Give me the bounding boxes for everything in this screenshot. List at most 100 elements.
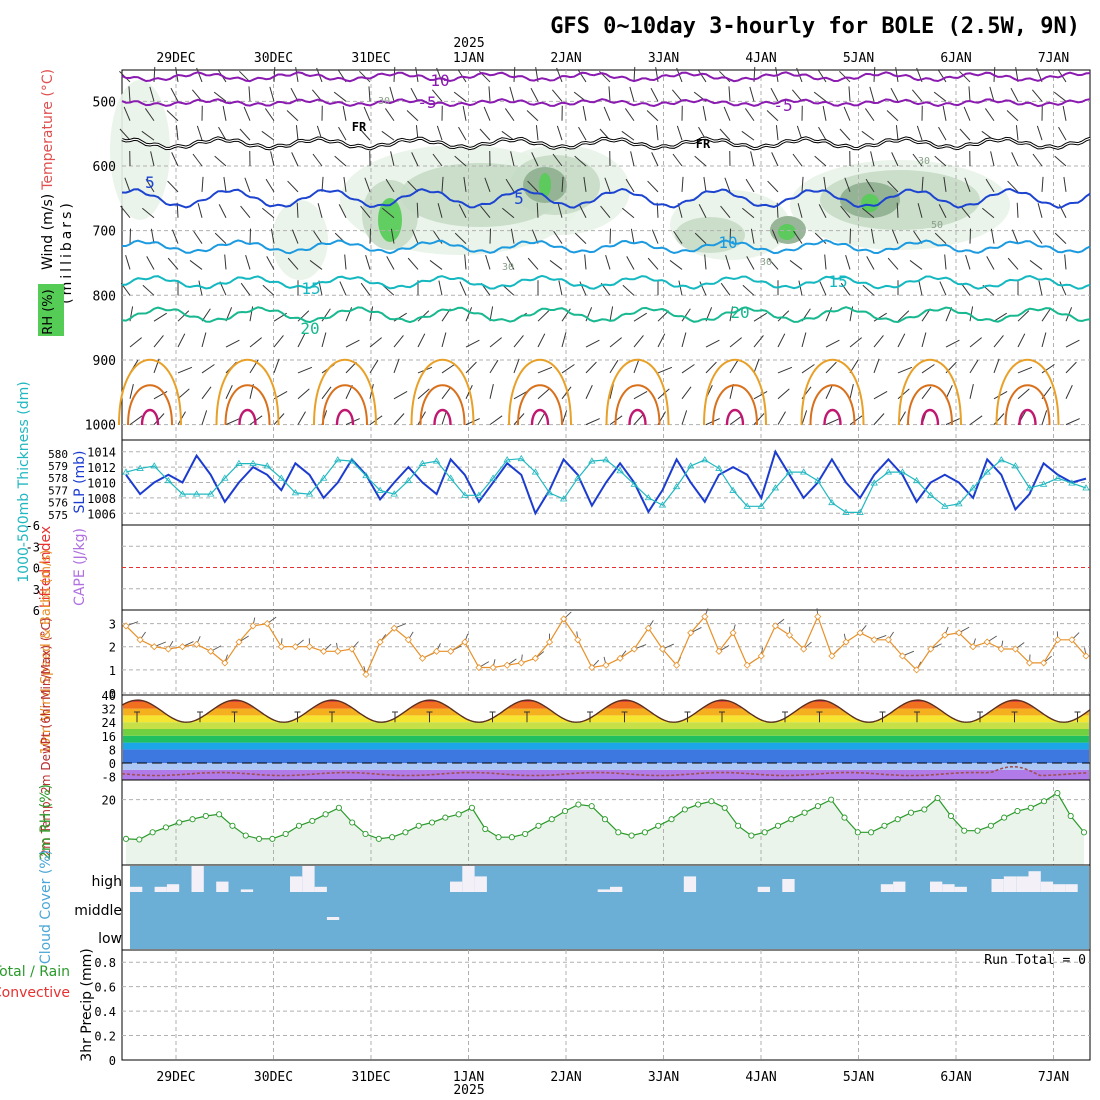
wind-barb xyxy=(295,67,299,83)
wind-barb xyxy=(579,281,587,296)
wind-barb xyxy=(537,366,553,374)
rh2m-point xyxy=(588,803,595,810)
wind-barb xyxy=(886,110,899,122)
rh2m-point xyxy=(468,804,475,811)
thickness-point xyxy=(912,476,921,484)
contour-labels: 10 -5 -5 5 5 10 15 15 20 20 FR FR 30 30 50 30 30 xyxy=(145,71,943,338)
wind-barb xyxy=(146,256,155,270)
wind-barb xyxy=(647,257,659,270)
wind-barb xyxy=(438,280,443,296)
wind-barb xyxy=(969,337,982,348)
wind-barb xyxy=(933,91,947,102)
slp-line xyxy=(125,449,1087,516)
cloud-high-bar xyxy=(474,876,487,892)
pressure-tick-label: 500 xyxy=(93,95,116,110)
wind10m-point xyxy=(814,613,822,621)
date-label-top: 7JAN xyxy=(1038,51,1069,66)
wind10m-point xyxy=(1068,636,1076,644)
rh2m-point xyxy=(282,830,289,837)
thickness-tick-label: 579 xyxy=(48,460,68,473)
rh2m-point xyxy=(375,835,382,842)
top-date-labels: 29DEC 30DEC 31DEC 1JAN 2JAN 3JAN 4JAN 5JAN 6JAN 7… xyxy=(156,51,1069,66)
wind-barb xyxy=(771,229,779,244)
wind-barb xyxy=(989,86,995,102)
wind-barb xyxy=(463,176,467,192)
wind-barb xyxy=(943,176,947,192)
temp2m-band xyxy=(123,708,1089,716)
wind-barb xyxy=(411,229,419,244)
freezing-label: FR xyxy=(696,137,711,151)
temp2m-tick-label: 8 xyxy=(109,743,116,757)
wind-barb xyxy=(201,410,208,425)
wind-barb xyxy=(389,86,395,102)
rh2m-point xyxy=(854,829,861,836)
wind10m-point xyxy=(193,640,201,648)
wind-barb xyxy=(150,228,155,244)
wind-barb xyxy=(840,205,851,219)
thickness-point xyxy=(856,508,864,515)
rh2m-point xyxy=(309,817,316,824)
rh2m-point xyxy=(256,835,263,842)
thickness-point xyxy=(319,474,328,481)
wind-barb xyxy=(862,207,875,219)
date-label-bottom: 5JAN xyxy=(843,1070,874,1085)
wind-barb xyxy=(197,203,203,218)
wind10m-point xyxy=(771,622,779,630)
wind-barb xyxy=(270,151,275,167)
cloud-high-bar xyxy=(610,886,623,892)
isotherm-label: -5 xyxy=(417,93,436,112)
wind-barb xyxy=(431,89,443,102)
wind-barb xyxy=(681,364,695,374)
slp-tick-label: 1012 xyxy=(87,461,116,475)
isotherm-25-lobe xyxy=(703,358,767,426)
rh2m-point xyxy=(322,811,329,818)
wind-barb xyxy=(969,228,972,244)
thickness-point xyxy=(305,490,314,497)
upper-air-ylabel: (millibars) xyxy=(59,200,75,304)
wind-barb xyxy=(753,312,767,322)
thickness-point xyxy=(616,467,624,474)
wind-barb xyxy=(390,151,395,167)
wind-barb xyxy=(416,202,419,218)
wind-barb xyxy=(584,254,587,270)
thickness-point xyxy=(178,490,187,497)
wind-barb xyxy=(291,229,299,244)
wind-barb xyxy=(990,151,995,167)
isotherm-line xyxy=(121,71,1091,83)
wind-barb xyxy=(873,335,884,348)
precip-panel: 0.8 0.6 0.4 0.2 0 Run Total = 0 Total / Rain… xyxy=(0,948,1091,1068)
wind-barb xyxy=(673,230,683,244)
wind10m-speed-line xyxy=(122,613,1090,679)
wind-barb xyxy=(797,203,803,218)
wind-barb xyxy=(753,391,768,400)
wind-barb xyxy=(530,87,539,102)
slp-tick-label: 1010 xyxy=(87,477,116,491)
wind-barb xyxy=(513,391,528,400)
wind10m-tick-label: 2 xyxy=(109,641,116,655)
rh2m-point xyxy=(881,822,888,829)
wind10m-point xyxy=(503,661,511,669)
wind-barb xyxy=(441,332,447,348)
wind-barb xyxy=(338,126,347,141)
wind-barb xyxy=(849,337,862,348)
rh2m-grid xyxy=(122,780,1090,865)
wind-barb xyxy=(150,151,155,167)
cloud-high-bar xyxy=(683,876,697,892)
wind-barb xyxy=(177,333,186,348)
wind-barb xyxy=(273,358,280,374)
thickness-point xyxy=(771,484,780,491)
isotherm-35-lobe xyxy=(1018,408,1037,426)
rh2m-point xyxy=(455,811,462,818)
thickness-point xyxy=(1054,474,1062,481)
wind-barb xyxy=(1011,229,1019,244)
wind-barb xyxy=(513,335,524,348)
wind-barb xyxy=(407,257,419,270)
thickness-point xyxy=(955,500,963,507)
wind-barb xyxy=(453,91,467,102)
rh2m-area xyxy=(126,793,1084,865)
wind-barb xyxy=(464,254,467,270)
wind10m-point xyxy=(164,645,172,653)
wind-barb xyxy=(441,386,452,400)
wind-barb xyxy=(1016,202,1019,218)
